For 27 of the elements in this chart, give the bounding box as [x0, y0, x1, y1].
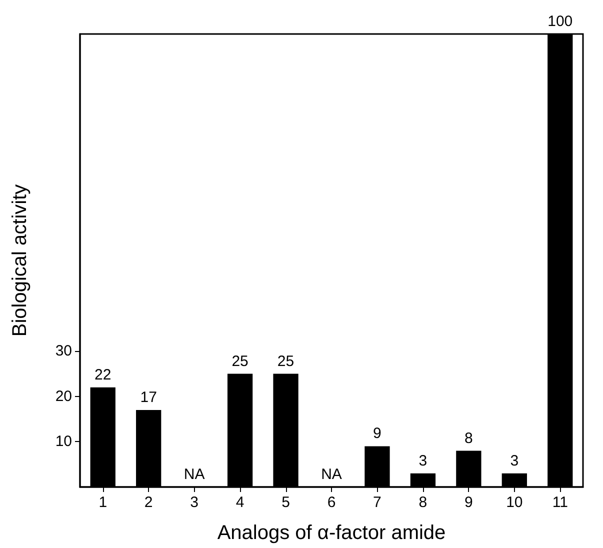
text: NA [184, 466, 205, 483]
data-label: 25 [277, 352, 294, 370]
x-tick-label: 11 [552, 494, 568, 511]
x-tick-label: 10 [506, 494, 523, 511]
x-tick-label: 1 [98, 494, 108, 511]
x-tick-label: 4 [236, 494, 244, 511]
y-tick-label: 20 [55, 388, 72, 405]
x-tick-label: 9 [464, 494, 473, 511]
data-label: 100 [548, 13, 573, 30]
y-axis-title: Biological activity [9, 184, 31, 337]
data-label: 3 [510, 452, 519, 470]
data-label: 8 [464, 430, 473, 447]
x-tick-label: 8 [418, 494, 428, 511]
x-axis-title: Analogs of α-factor amide [217, 522, 446, 544]
x-tick-label: 5 [282, 494, 290, 511]
data-label: 9 [373, 425, 382, 442]
data-label: 22 [94, 366, 112, 384]
x-tick-label: 2 [144, 494, 153, 511]
data-label: 3 [418, 452, 428, 470]
x-tick-label: 6 [327, 494, 336, 511]
data-label: 25 [232, 352, 248, 370]
text: NA [321, 466, 342, 483]
x-tick-label: 7 [373, 494, 382, 511]
y-tick-label: 30 [55, 342, 72, 360]
x-tick-label: 3 [190, 494, 198, 511]
y-tick-label: 10 [55, 433, 72, 450]
data-label: 17 [140, 388, 157, 406]
